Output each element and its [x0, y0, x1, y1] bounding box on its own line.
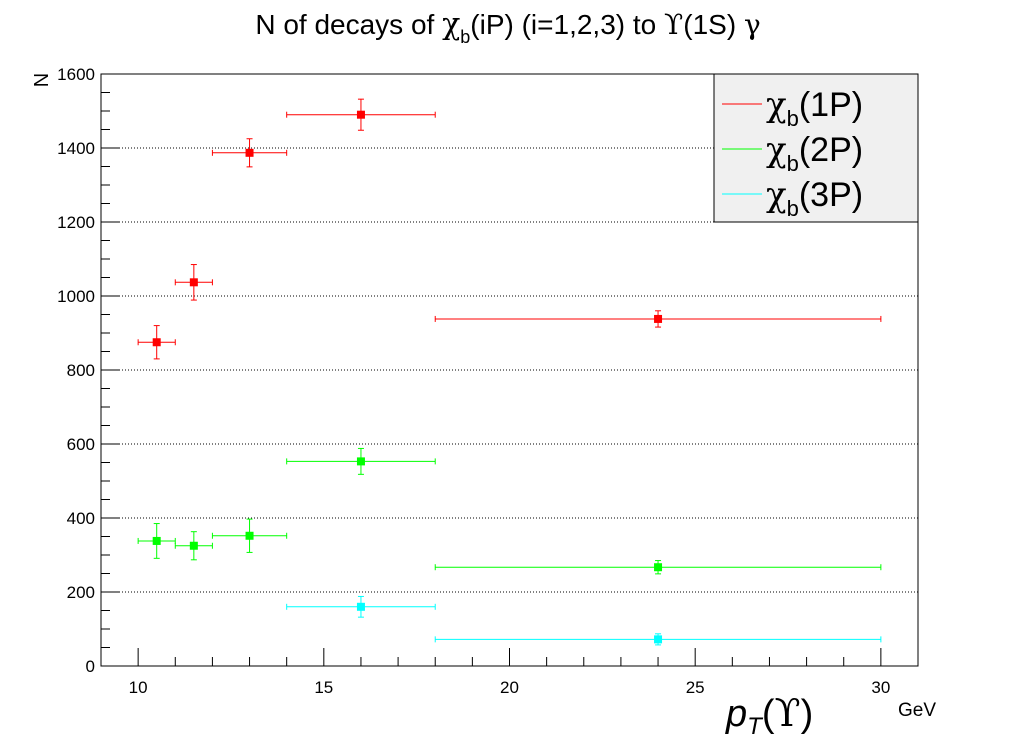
- x-tick-label: 15: [314, 678, 333, 697]
- legend-entries: χb(1P)χb(2P)χb(3P): [722, 85, 863, 221]
- x-axis-unit: GeV: [898, 700, 936, 721]
- title-upsilon: ϒ: [664, 8, 683, 41]
- data-point: [654, 314, 663, 323]
- legend-chi: χ: [766, 175, 787, 215]
- legend-chi: χ: [766, 130, 787, 170]
- legend-label-2: χb(2P): [766, 130, 863, 176]
- legend-chi: χ: [766, 85, 787, 125]
- legend-label-3: χb(3P): [766, 175, 863, 221]
- y-tick-label: 400: [67, 509, 95, 528]
- data-point: [152, 338, 161, 347]
- series-2: [137, 447, 882, 575]
- y-tick-label: 1000: [57, 287, 95, 306]
- legend-sub: b: [787, 151, 799, 176]
- y-tick-label: 600: [67, 435, 95, 454]
- data-point: [356, 110, 365, 119]
- y-tick-label: 800: [67, 361, 95, 380]
- x-label-sub: T: [747, 713, 764, 740]
- y-axis-label: N: [31, 73, 53, 87]
- legend-sub: b: [787, 106, 799, 131]
- legend-text: (1P): [799, 86, 863, 124]
- title-gamma: γ: [744, 8, 761, 41]
- x-label-open: (: [762, 693, 775, 735]
- x-label-p: p: [725, 693, 747, 735]
- title-prefix: N of decays of: [255, 9, 442, 40]
- legend-sub: b: [787, 196, 799, 221]
- x-label-upsilon: ϒ: [774, 691, 800, 735]
- x-tick-label: 10: [129, 678, 148, 697]
- y-tick-label: 0: [86, 657, 95, 676]
- data-point: [245, 148, 254, 157]
- axes: 0 200 400 600 800 1000 1200 1400 1600 10 15 20 25 30: [57, 65, 919, 697]
- series-3: [286, 595, 882, 646]
- legend-box: [713, 73, 919, 223]
- title-chi: χ: [442, 7, 460, 42]
- data-series: [137, 98, 882, 646]
- y-tick-label: 1200: [57, 213, 95, 232]
- data-point: [189, 278, 198, 287]
- data-point: [152, 536, 161, 545]
- legend-label-1: χb(1P): [766, 85, 863, 131]
- data-point: [654, 635, 663, 644]
- grid-lines: [101, 147, 918, 593]
- data-point: [245, 531, 254, 540]
- x-label-close: ): [801, 693, 814, 735]
- y-tick-label: 200: [67, 583, 95, 602]
- data-point: [356, 457, 365, 466]
- x-tick-label: 30: [871, 678, 890, 697]
- title-mid: (iP) (i=1,2,3) to: [470, 9, 664, 40]
- x-axis-label: pT(ϒ): [725, 691, 813, 740]
- data-point: [654, 563, 663, 572]
- x-tick-label: 25: [686, 678, 705, 697]
- legend-text: (2P): [799, 131, 863, 169]
- legend: χb(1P)χb(2P)χb(3P): [713, 73, 919, 223]
- legend-text: (3P): [799, 176, 863, 214]
- x-tick-label: 20: [500, 678, 519, 697]
- y-tick-label: 1400: [57, 139, 95, 158]
- series-1: [137, 98, 882, 360]
- data-point: [356, 602, 365, 611]
- chart-title: N of decays of χb(iP) (i=1,2,3) to ϒ(1S)…: [255, 7, 760, 47]
- data-point: [189, 541, 198, 550]
- title-suffix: (1S): [683, 9, 744, 40]
- y-tick-label: 1600: [57, 65, 95, 84]
- title-chi-sub: b: [460, 27, 470, 47]
